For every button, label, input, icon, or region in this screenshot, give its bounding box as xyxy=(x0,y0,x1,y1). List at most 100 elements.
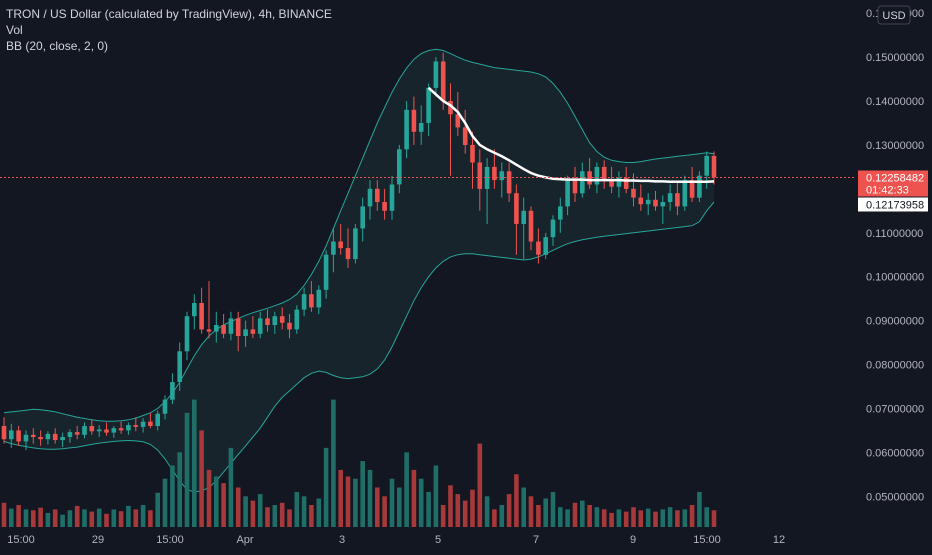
candle-body xyxy=(536,241,541,255)
candle-body xyxy=(45,433,51,440)
volume-bar xyxy=(279,502,285,527)
volume-bar xyxy=(74,505,80,527)
candle-body xyxy=(155,413,160,426)
volume-bar xyxy=(89,511,95,527)
volume-bar xyxy=(565,509,570,527)
candle-body xyxy=(228,318,234,334)
candle-body xyxy=(60,437,65,441)
volume-bar xyxy=(477,443,483,527)
candle-body xyxy=(162,399,168,414)
volume-bar xyxy=(96,508,102,527)
candle-body xyxy=(572,180,578,194)
time-tick-label: 3 xyxy=(339,534,345,546)
second-price-value: 0.12173958 xyxy=(866,200,924,212)
candle-body xyxy=(177,351,182,382)
volume-bar xyxy=(521,487,526,527)
volume-bar xyxy=(689,505,695,527)
candle-body xyxy=(287,322,292,330)
candle-body xyxy=(711,155,717,178)
price-tick-label: 0.07000000 xyxy=(866,403,924,415)
volume-bar xyxy=(411,469,417,527)
volume-bar xyxy=(1,502,7,527)
volume-bar xyxy=(133,509,139,527)
volume-bar xyxy=(235,487,241,527)
candle-body xyxy=(697,175,702,198)
candle-body xyxy=(367,188,373,207)
volume-bar xyxy=(389,478,395,527)
volume-bar xyxy=(52,509,58,527)
candle-body xyxy=(543,237,548,255)
volume-bar xyxy=(323,447,329,527)
volume-bar xyxy=(31,510,36,527)
volume-bar xyxy=(462,500,468,527)
candle-body xyxy=(477,162,483,189)
candle-body xyxy=(250,329,256,334)
candle-body xyxy=(440,61,446,101)
candle-body xyxy=(411,109,417,132)
price-tick-label: 0.11000000 xyxy=(866,228,923,240)
volume-bar xyxy=(228,447,234,527)
time-axis[interactable]: 15:00 29 15:00 Apr 3 5 7 9 15:00 12 xyxy=(7,534,785,546)
symbol-title[interactable]: TRON / US Dollar (calculated by TradingV… xyxy=(6,7,332,21)
volume-bar xyxy=(16,505,21,527)
volume-bar xyxy=(601,509,607,527)
bollinger-indicator-label[interactable]: BB (20, close, 2, 0) xyxy=(6,39,109,53)
volume-bar xyxy=(653,511,658,527)
candle-body xyxy=(389,184,395,211)
candle-body xyxy=(126,425,131,431)
last-price-value: 0.12258482 xyxy=(866,173,924,185)
chart-legend: TRON / US Dollar (calculated by TradingV… xyxy=(6,6,332,54)
volume-bar xyxy=(221,483,226,527)
candle-body xyxy=(31,434,36,437)
time-tick-label: Apr xyxy=(236,534,253,546)
candle-body xyxy=(616,177,622,187)
volume-bar xyxy=(631,507,636,527)
candle-body xyxy=(455,114,461,128)
time-tick-label: 29 xyxy=(92,534,104,546)
volume-bar xyxy=(111,509,117,527)
candle-body xyxy=(499,171,505,181)
candle-body xyxy=(279,316,285,323)
volume-bar xyxy=(9,508,14,527)
volume-bar xyxy=(367,469,373,527)
volume-bar xyxy=(514,474,519,527)
candle-body xyxy=(667,193,673,202)
price-axis[interactable]: 0.160000000.150000000.140000000.13000000… xyxy=(866,8,924,503)
candle-body xyxy=(192,303,197,317)
candle-body xyxy=(418,123,424,132)
second-price-label: 0.12173958 xyxy=(858,197,928,212)
time-tick-label: 7 xyxy=(533,534,539,546)
candle-body xyxy=(133,425,139,427)
volume-bar xyxy=(192,399,197,527)
volume-indicator-label[interactable]: Vol xyxy=(6,23,23,37)
candle-body xyxy=(353,228,358,260)
currency-button[interactable]: USD xyxy=(877,5,911,25)
candle-body xyxy=(140,421,146,427)
volume-bar xyxy=(623,511,629,527)
volume-bar xyxy=(426,491,431,527)
volume-bar xyxy=(60,514,65,527)
volume-bar xyxy=(484,496,490,527)
price-tick-label: 0.13000000 xyxy=(866,140,924,152)
volume-bar xyxy=(550,491,556,527)
candle-body xyxy=(82,426,87,435)
volume-bar xyxy=(375,487,380,527)
volume-bar xyxy=(184,412,190,527)
volume-bar xyxy=(67,510,73,527)
candle-body xyxy=(74,432,80,435)
volume-bar xyxy=(316,498,322,527)
candle-body xyxy=(214,325,219,332)
time-tick-label: 12 xyxy=(773,534,785,546)
candle-body xyxy=(67,432,73,437)
candle-body xyxy=(448,101,453,115)
volume-bar xyxy=(287,509,292,527)
candle-body xyxy=(331,241,336,255)
volume-bar xyxy=(594,507,600,527)
bollinger-lower xyxy=(3,201,715,493)
candle-body xyxy=(118,428,124,431)
volume-bar xyxy=(675,510,680,527)
candle-body xyxy=(521,210,526,224)
candle-body xyxy=(170,382,175,400)
